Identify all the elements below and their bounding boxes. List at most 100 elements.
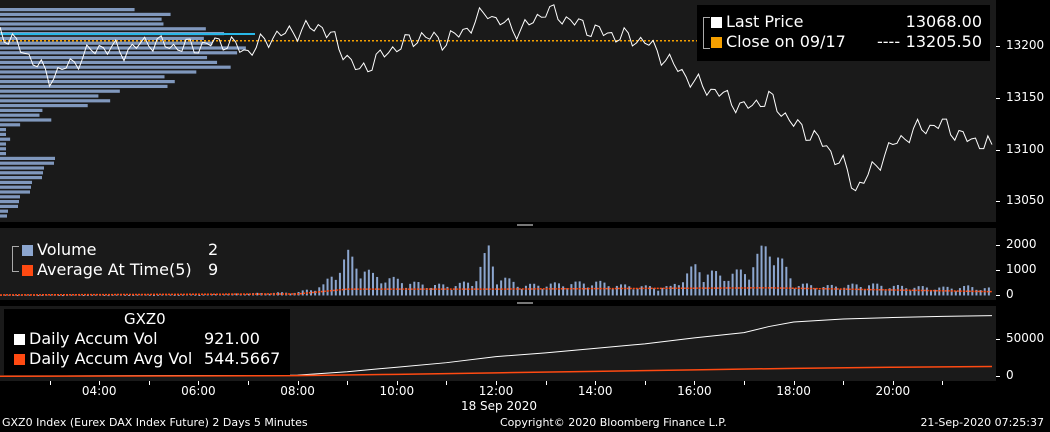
- legend-accum[interactable]: Daily Accum Vol 921.00: [4, 329, 290, 349]
- volume-bar: [202, 294, 205, 296]
- profile-bar: [0, 132, 6, 136]
- x-tick-label: 20:00: [875, 384, 911, 398]
- volume-bar: [768, 256, 771, 296]
- date-label: 18 Sep 2020: [460, 399, 538, 413]
- x-tick: [843, 381, 845, 385]
- x-tick: [694, 381, 696, 385]
- volume-bar: [826, 285, 829, 296]
- volume-bar: [615, 285, 618, 296]
- x-tick-label: 04:00: [81, 384, 117, 398]
- volume-bar: [429, 287, 432, 296]
- legend-close[interactable]: Close on 09/17 ---- 13205.50: [697, 32, 990, 52]
- volume-bar: [760, 245, 763, 296]
- volume-bar: [132, 294, 135, 296]
- legend-average-value: 9: [208, 260, 219, 279]
- price-tick-label: 13100: [1006, 141, 1045, 156]
- volume-bar: [214, 294, 217, 296]
- volume-bar: [314, 290, 317, 296]
- volume-bar: [686, 273, 689, 296]
- volume-bar: [756, 253, 759, 296]
- legend-average-label: Average At Time(5): [37, 260, 192, 279]
- volume-bar: [586, 287, 589, 296]
- volume-legend: Volume 2 Average At Time(5) 9: [4, 240, 224, 280]
- legend-bracket-icon: [703, 17, 710, 49]
- legend-volume-value: 2: [208, 240, 219, 259]
- volume-bar: [483, 253, 486, 296]
- panel-divider[interactable]: [0, 222, 1050, 228]
- volume-bar: [570, 284, 573, 296]
- x-tick-label: 08:00: [280, 384, 315, 398]
- volume-bar: [979, 290, 982, 296]
- profile-peak-bar: [0, 33, 255, 35]
- y-tick: [996, 270, 1000, 272]
- volume-bar: [268, 293, 271, 296]
- accum-line: [0, 315, 993, 377]
- volume-bar: [620, 284, 622, 296]
- drag-grip-icon[interactable]: [517, 224, 533, 226]
- volume-bar: [772, 265, 775, 296]
- price-line: [0, 4, 993, 192]
- profile-bar: [0, 214, 7, 218]
- legend-volume[interactable]: Volume 2: [4, 240, 224, 260]
- footer-copyright: Copyright© 2020 Bloomberg Finance L.P.: [500, 416, 727, 429]
- profile-bar: [0, 60, 218, 64]
- profile-bar: [0, 209, 8, 213]
- volume-bar: [343, 259, 346, 296]
- profile-bar: [0, 108, 43, 112]
- volume-bar: [103, 294, 106, 296]
- x-tick-label: 18:00: [776, 384, 811, 398]
- volume-bar: [479, 266, 482, 296]
- x-tick: [49, 381, 51, 385]
- x-tick-label: 06:00: [181, 384, 216, 398]
- volume-bar: [888, 288, 891, 296]
- panel-divider[interactable]: [0, 300, 1050, 306]
- profile-bar: [0, 75, 165, 79]
- legend-average[interactable]: Average At Time(5) 9: [4, 260, 224, 280]
- volume-bar: [322, 284, 325, 296]
- average-line: [0, 287, 993, 296]
- volume-bar: [987, 287, 990, 296]
- volume-bar: [830, 284, 833, 296]
- legend-last-price[interactable]: Last Price 13068.00: [697, 5, 990, 32]
- volume-bar: [624, 284, 627, 296]
- volume-bar: [496, 284, 498, 296]
- volume-bar: [128, 294, 131, 296]
- profile-bar: [0, 51, 238, 55]
- volume-bar: [190, 294, 193, 296]
- volume-bar: [148, 294, 151, 296]
- volume-bar: [934, 289, 937, 296]
- volume-bar: [248, 293, 250, 296]
- volume-bar: [822, 286, 825, 296]
- volume-bar: [405, 287, 408, 296]
- x-tick-label: 12:00: [478, 384, 514, 398]
- volume-bar: [524, 285, 527, 296]
- volume-bar: [884, 289, 887, 296]
- volume-bar: [367, 269, 370, 296]
- volume-bar: [727, 280, 730, 296]
- profile-bar: [0, 17, 162, 21]
- volume-bar: [326, 278, 329, 296]
- volume-bar: [566, 288, 569, 296]
- x-tick: [644, 381, 646, 385]
- legend-close-dashes: ----: [877, 32, 901, 51]
- volume-bar: [454, 286, 457, 296]
- volume-bar: [673, 283, 676, 296]
- profile-bar: [0, 152, 6, 156]
- legend-swatch-icon: [711, 17, 722, 28]
- volume-bar: [235, 293, 238, 296]
- profile-bar: [0, 113, 40, 117]
- volume-tick-label: 0: [1006, 287, 1014, 302]
- profile-bar: [0, 156, 55, 160]
- volume-bar: [930, 290, 932, 296]
- y-tick: [996, 149, 1000, 151]
- profile-bar: [0, 65, 231, 69]
- legend-accum-avg[interactable]: Daily Accum Avg Vol 544.5667: [4, 349, 290, 369]
- drag-grip-icon[interactable]: [517, 302, 533, 304]
- volume-bar: [781, 258, 784, 296]
- volume-bar: [810, 285, 813, 296]
- volume-bar: [425, 288, 428, 296]
- profile-bar: [0, 185, 31, 189]
- legend-swatch-icon: [14, 334, 25, 345]
- volume-bar: [628, 286, 631, 296]
